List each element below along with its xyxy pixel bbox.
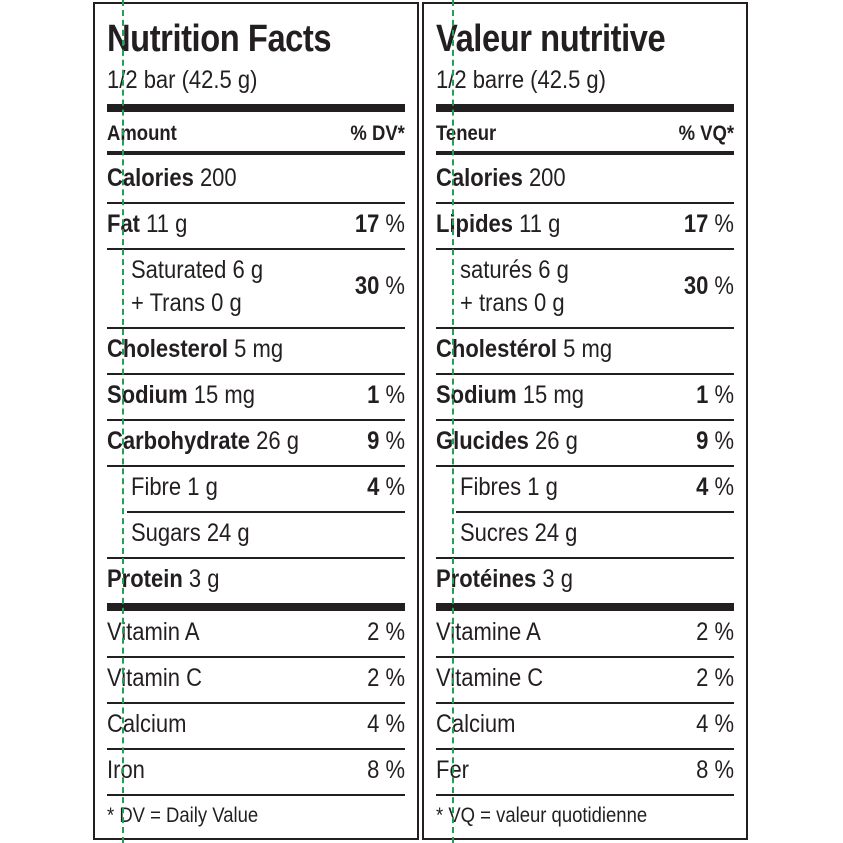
fibre-dv: 4 (367, 473, 380, 501)
row-rule (436, 465, 734, 467)
row-rule (456, 511, 734, 513)
iron-value: 8 % (696, 756, 734, 784)
fibre-dv: 4 (696, 473, 709, 501)
row-rule (436, 419, 734, 421)
alignment-guide-line (452, 0, 454, 843)
row-rule (107, 373, 405, 375)
cholesterol-amount: 5 mg (563, 335, 613, 363)
amount-header: Teneur (436, 122, 497, 145)
sodium-label: Sodium (107, 381, 188, 409)
footnote: * DV = Daily Value (107, 804, 259, 827)
row-rule (107, 557, 405, 559)
calcium-value: 4 % (367, 710, 405, 738)
fibre-line: Fibre 1 g (131, 473, 218, 501)
row-rule (436, 656, 734, 658)
footnote: * VQ = valeur quotidienne (436, 804, 648, 827)
sugars-line: Sucres 24 g (460, 519, 578, 547)
sodium-label: Sodium (436, 381, 517, 409)
calories-value: 200 (528, 164, 566, 192)
protein-label: Protein (107, 565, 183, 593)
panel-title: Nutrition Facts (107, 18, 332, 60)
medium-rule (107, 151, 405, 155)
thick-rule (107, 603, 405, 611)
amount-header: Amount (107, 122, 177, 145)
vitamin-c-value: 2 % (367, 664, 405, 692)
trans-line: + trans 0 g (460, 289, 565, 317)
row-rule (436, 202, 734, 204)
panel-title: Valeur nutritive (436, 18, 666, 60)
fat-amount: 11 g (146, 210, 188, 238)
row-rule (436, 373, 734, 375)
carb-dv: 9 (696, 427, 709, 455)
calories-value: 200 (199, 164, 237, 192)
thick-rule (107, 104, 405, 112)
calcium-label: Calcium (436, 710, 516, 738)
row-rule (127, 511, 405, 513)
sat-trans-dv: 30 (683, 272, 709, 300)
fat-amount: 11 g (519, 210, 561, 238)
row-rule (436, 248, 734, 250)
saturated-line: Saturated 6 g (131, 256, 264, 284)
alignment-guide-line (122, 0, 124, 843)
row-rule (107, 702, 405, 704)
row-rule (107, 419, 405, 421)
calcium-label: Calcium (107, 710, 187, 738)
vitamin-a-value: 2 % (696, 618, 734, 646)
protein-amount: 3 g (542, 565, 573, 593)
serving-size: 1/2 bar (42.5 g) (107, 66, 258, 94)
row-rule (436, 748, 734, 750)
row-rule (436, 794, 734, 796)
row-rule (107, 248, 405, 250)
row-rule (107, 465, 405, 467)
row-rule (107, 327, 405, 329)
serving-size: 1/2 barre (42.5 g) (436, 66, 606, 94)
nutrition-facts-panel-french: Valeur nutritive 1/2 barre (42.5 g) Tene… (422, 2, 748, 840)
vitamin-a-label: Vitamin A (107, 618, 200, 646)
fat-dv: 17 (354, 210, 380, 238)
row-rule (436, 327, 734, 329)
sodium-dv: 1 (696, 381, 709, 409)
dv-header: % VQ* (678, 122, 734, 145)
carb-dv: 9 (367, 427, 380, 455)
sugars-line: Sugars 24 g (131, 519, 250, 547)
saturated-line: saturés 6 g (460, 256, 569, 284)
carb-amount: 26 g (535, 427, 578, 455)
row-rule (107, 794, 405, 796)
iron-value: 8 % (367, 756, 405, 784)
sodium-amount: 15 mg (522, 381, 584, 409)
thick-rule (436, 603, 734, 611)
thick-rule (436, 104, 734, 112)
protein-amount: 3 g (188, 565, 220, 593)
fat-label: Lipides (436, 210, 514, 238)
calories-label: Calories (436, 164, 523, 192)
sodium-dv: 1 (367, 381, 380, 409)
fat-dv: 17 (683, 210, 709, 238)
carb-amount: 26 g (256, 427, 299, 455)
sodium-amount: 15 mg (193, 381, 255, 409)
calcium-value: 4 % (696, 710, 734, 738)
trans-line: + Trans 0 g (131, 289, 242, 317)
fibre-line: Fibres 1 g (460, 473, 558, 501)
row-rule (107, 202, 405, 204)
iron-label: Iron (107, 756, 145, 784)
row-rule (107, 748, 405, 750)
carb-label: Carbohydrate (107, 427, 251, 455)
cholesterol-label: Cholesterol (107, 335, 229, 363)
nutrition-facts-panel-english: Nutrition Facts 1/2 bar (42.5 g) Amount … (93, 2, 419, 840)
cholesterol-amount: 5 mg (234, 335, 284, 363)
vitamin-a-value: 2 % (367, 618, 405, 646)
row-rule (436, 557, 734, 559)
dv-header: % DV* (350, 122, 405, 145)
calories-label: Calories (107, 164, 194, 192)
vitamin-c-value: 2 % (696, 664, 734, 692)
cholesterol-label: Cholestérol (436, 335, 558, 363)
row-rule (107, 656, 405, 658)
sat-trans-dv: 30 (354, 272, 380, 300)
medium-rule (436, 151, 734, 155)
row-rule (436, 702, 734, 704)
carb-label: Glucides (436, 427, 529, 455)
